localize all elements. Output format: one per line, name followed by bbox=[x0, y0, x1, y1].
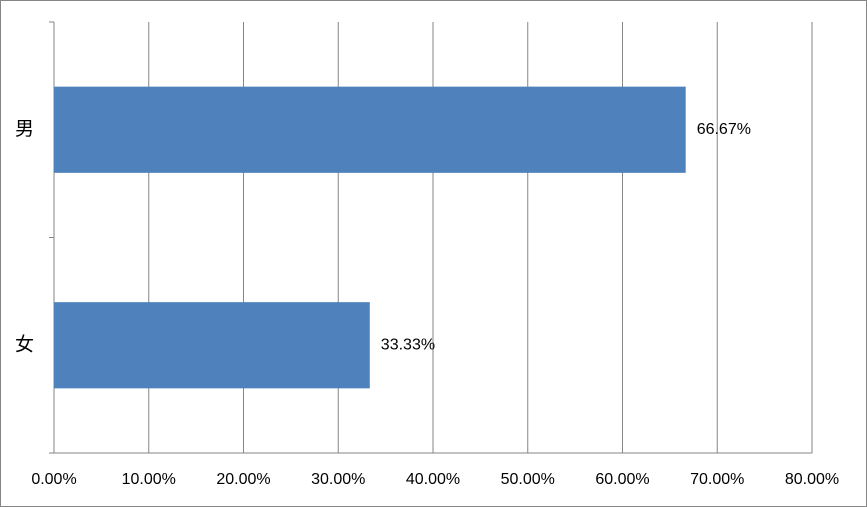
y-tick-label: 男 bbox=[15, 119, 34, 140]
bar bbox=[54, 302, 370, 389]
x-tick-label: 30.00% bbox=[311, 471, 365, 488]
x-tick-label: 60.00% bbox=[595, 471, 649, 488]
x-tick-label: 10.00% bbox=[122, 471, 176, 488]
x-tick-label: 40.00% bbox=[406, 471, 460, 488]
x-tick-label: 50.00% bbox=[501, 471, 555, 488]
x-tick-label: 0.00% bbox=[31, 471, 76, 488]
x-tick-label: 80.00% bbox=[785, 471, 839, 488]
x-tick-label: 70.00% bbox=[690, 471, 744, 488]
bar bbox=[54, 86, 686, 173]
value-label: 33.33% bbox=[381, 336, 435, 353]
y-tick-label: 女 bbox=[15, 333, 34, 355]
value-label: 66.67% bbox=[697, 121, 751, 138]
x-tick-label: 20.00% bbox=[216, 471, 270, 488]
